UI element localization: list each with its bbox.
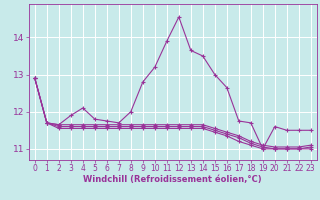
X-axis label: Windchill (Refroidissement éolien,°C): Windchill (Refroidissement éolien,°C): [84, 175, 262, 184]
